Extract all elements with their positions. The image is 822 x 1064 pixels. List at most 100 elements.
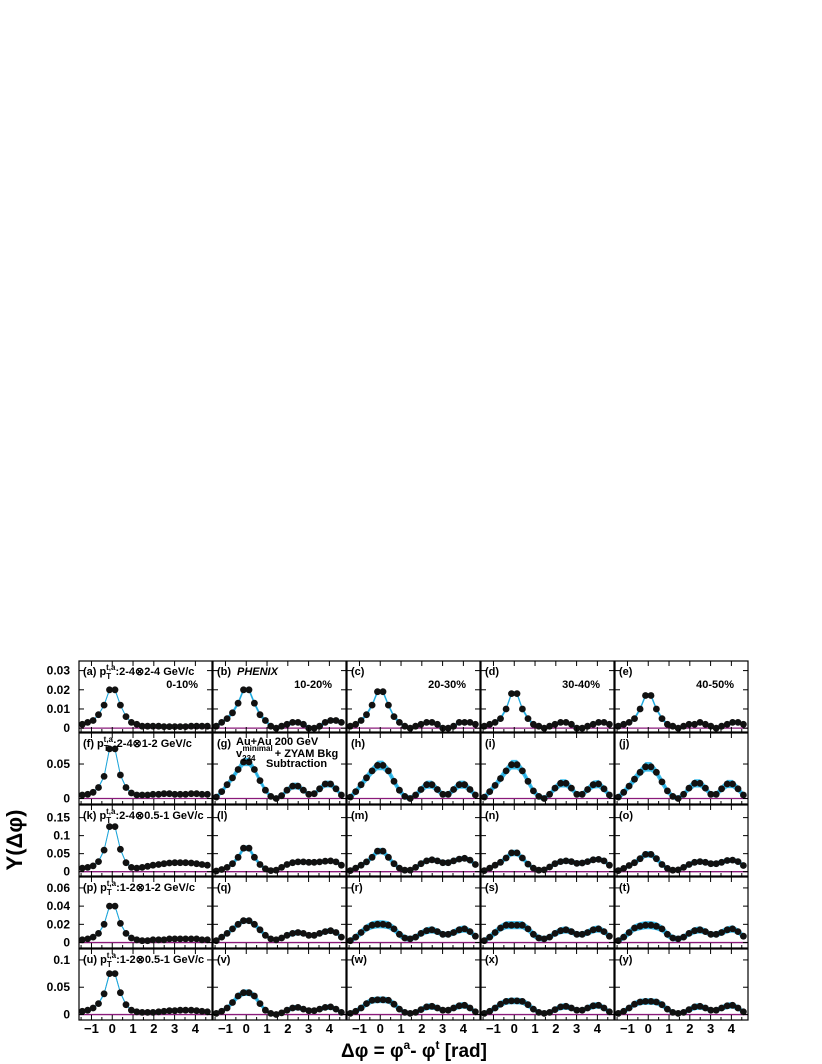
data-point (562, 1002, 570, 1010)
panel-label: (q) (217, 882, 231, 894)
data-point (256, 861, 264, 868)
data-point (734, 1004, 742, 1012)
data-point (234, 853, 242, 861)
panel-frame (480, 876, 615, 949)
data-point (685, 720, 693, 728)
data-point (406, 1010, 414, 1017)
data-point (182, 859, 190, 867)
panel-frame (346, 660, 481, 733)
data-point (712, 860, 720, 868)
data-point (434, 786, 441, 793)
data-point (584, 858, 591, 865)
data-point (198, 936, 206, 944)
data-point (122, 1001, 130, 1009)
data-point (187, 722, 195, 730)
data-point (508, 690, 515, 697)
panel-label: (s) (485, 882, 499, 894)
data-point (127, 1006, 135, 1014)
data-point (551, 930, 559, 937)
data-point (300, 720, 307, 728)
y-tick-label: 0 (63, 721, 70, 735)
x-tick-label: 4 (594, 1021, 602, 1036)
data-point (374, 688, 381, 696)
panel-c: (c) 20-30% (346, 660, 481, 733)
panel-y: (y) (614, 948, 749, 1021)
data-point (636, 922, 644, 930)
data-point (84, 1006, 92, 1014)
data-point (363, 774, 370, 782)
data-point (390, 713, 398, 720)
x-axis-title-main: Δφ = φ (341, 1041, 404, 1062)
data-point (171, 859, 179, 867)
panel-t: (t) (614, 876, 749, 949)
data-point (363, 1000, 370, 1007)
data-point (535, 793, 543, 800)
data-point (327, 1003, 334, 1011)
data-point (223, 715, 231, 722)
data-point (680, 1009, 687, 1016)
data-point (187, 859, 195, 867)
data-point (631, 924, 638, 932)
data-point (685, 861, 693, 868)
data-point (455, 926, 463, 934)
panel-h: (h) (346, 732, 481, 805)
panel-frame (614, 660, 749, 733)
panel-frame (480, 732, 615, 805)
panel-frame (614, 732, 749, 805)
data-point (160, 1007, 168, 1015)
data-point (338, 933, 345, 941)
data-point (669, 722, 677, 730)
data-point (327, 717, 334, 724)
data-point (486, 720, 494, 728)
panel-j: (j) (614, 732, 749, 805)
data-point (524, 1001, 532, 1009)
panel-d: (d) 30-40% (480, 660, 615, 733)
data-point (702, 784, 709, 792)
data-point (229, 999, 236, 1006)
data-point (557, 927, 564, 935)
data-point (444, 930, 452, 938)
data-point (631, 1000, 638, 1008)
data-point (546, 790, 553, 798)
x-tick-label: 3 (305, 1021, 312, 1036)
data-point (562, 857, 570, 865)
data-point (144, 862, 152, 870)
data-point (316, 858, 323, 866)
data-point (198, 790, 206, 798)
data-point (653, 855, 660, 863)
data-point (434, 928, 441, 935)
panel-label: (p) pTt,a:1-2⊗1-2 GeV/c (83, 879, 195, 897)
data-point (144, 937, 152, 945)
data-point (187, 935, 195, 943)
data-point (625, 782, 633, 790)
data-point (653, 998, 660, 1006)
data-point (568, 784, 575, 792)
experiment-label: PHENIX (237, 666, 279, 678)
panel-label: (t) (619, 882, 630, 894)
data-point (352, 933, 360, 941)
data-point (294, 929, 302, 936)
data-point (166, 1007, 173, 1015)
data-point (491, 861, 499, 869)
data-point (707, 1006, 715, 1014)
data-point (546, 863, 553, 871)
data-point (390, 777, 398, 785)
data-point (111, 686, 119, 694)
data-point (444, 1006, 452, 1014)
data-point (385, 701, 392, 709)
data-point (149, 1009, 157, 1016)
data-point (111, 970, 119, 977)
data-point (272, 936, 280, 944)
data-point (620, 933, 628, 941)
data-point (155, 722, 163, 730)
x-tick-label: 1 (263, 1021, 270, 1036)
data-point (229, 774, 236, 782)
data-point (428, 926, 436, 934)
data-point (332, 929, 340, 936)
data-point (734, 719, 742, 726)
data-point (658, 1001, 666, 1009)
data-point (540, 795, 548, 802)
data-point (519, 705, 526, 713)
data-point (316, 722, 323, 730)
data-point (417, 720, 425, 728)
